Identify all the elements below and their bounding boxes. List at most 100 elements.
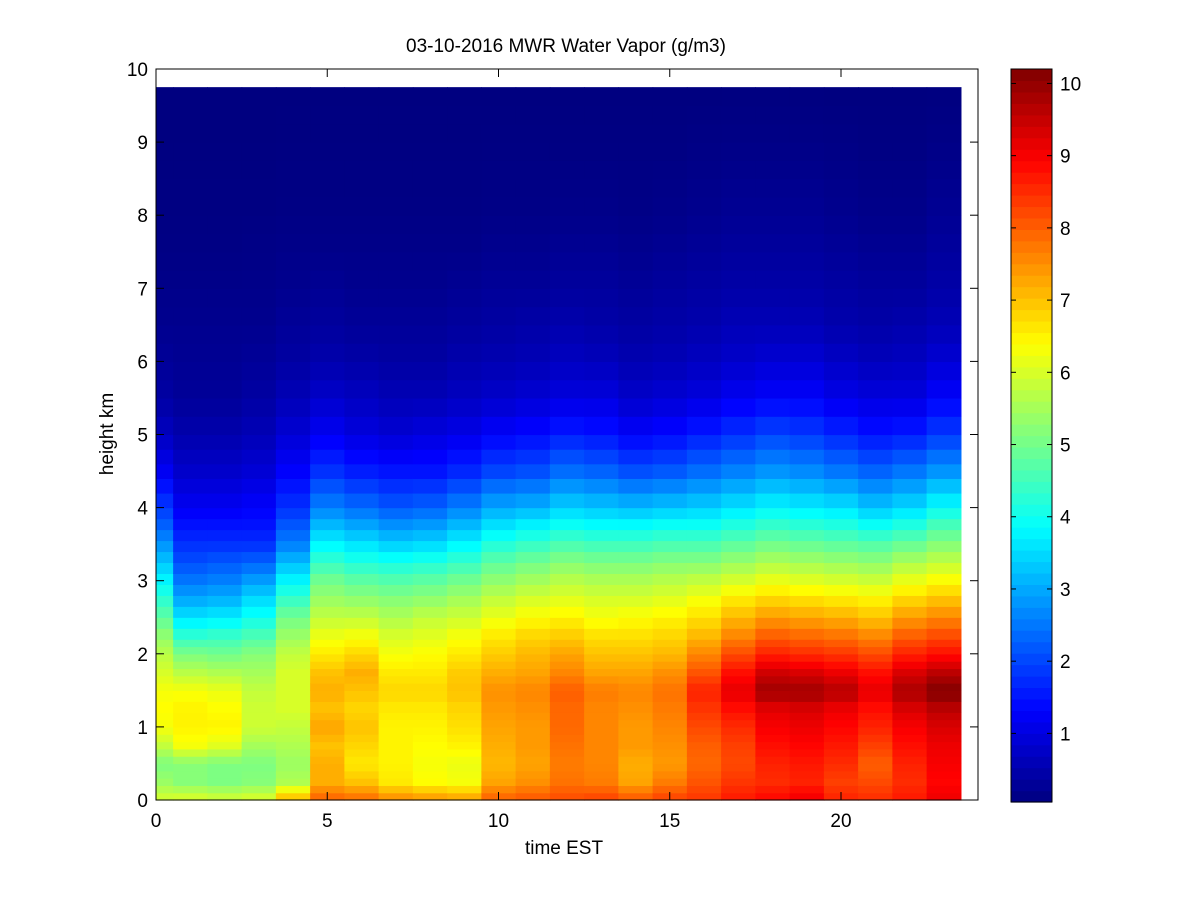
heatmap-cell bbox=[481, 628, 517, 640]
heatmap-cell bbox=[378, 233, 414, 253]
heatmap-cell bbox=[618, 756, 654, 765]
heatmap-cell bbox=[618, 617, 654, 629]
heatmap-cell bbox=[721, 142, 756, 161]
heatmap-cell bbox=[686, 683, 722, 691]
colorbar-band bbox=[1011, 355, 1052, 368]
heatmap-cell bbox=[207, 324, 243, 344]
heatmap-cell bbox=[275, 675, 311, 684]
heatmap-cell bbox=[515, 778, 551, 786]
heatmap-cell bbox=[481, 734, 517, 743]
heatmap-cell bbox=[447, 683, 482, 691]
heatmap-cell bbox=[823, 653, 859, 662]
heatmap-cell bbox=[412, 178, 448, 198]
heatmap-cell bbox=[515, 551, 551, 564]
heatmap-cell bbox=[789, 142, 825, 161]
heatmap-cell bbox=[823, 683, 859, 691]
heatmap-cell bbox=[515, 288, 551, 308]
heatmap-cell bbox=[241, 87, 277, 88]
heatmap-cell bbox=[344, 639, 380, 648]
heatmap-cell bbox=[344, 701, 380, 713]
heatmap-cell bbox=[481, 573, 517, 585]
heatmap-cell bbox=[584, 748, 619, 757]
heatmap-cell bbox=[652, 683, 688, 691]
heatmap-cell bbox=[686, 661, 722, 670]
heatmap-cell bbox=[412, 785, 448, 794]
heatmap-cell bbox=[549, 87, 585, 107]
heatmap-cell bbox=[481, 741, 517, 750]
heatmap-cell bbox=[823, 675, 859, 684]
heatmap-cell bbox=[584, 763, 619, 772]
heatmap-cell bbox=[721, 105, 756, 125]
heatmap-cell bbox=[618, 584, 654, 596]
heatmap-cell bbox=[310, 178, 345, 198]
heatmap-cell bbox=[858, 726, 893, 735]
heatmap-cell bbox=[481, 306, 517, 326]
heatmap-cell bbox=[515, 492, 551, 509]
heatmap-cell bbox=[789, 726, 825, 735]
heatmap-cell bbox=[892, 463, 928, 479]
heatmap-cell bbox=[652, 251, 688, 271]
heatmap-cell bbox=[378, 529, 414, 542]
heatmap-cell bbox=[481, 529, 517, 542]
heatmap-cell bbox=[858, 540, 893, 553]
heatmap-cell bbox=[412, 361, 448, 381]
heatmap-cell bbox=[858, 701, 893, 713]
heatmap-cell bbox=[481, 701, 517, 713]
colorbar-band bbox=[1011, 252, 1052, 265]
heatmap-cell bbox=[618, 770, 654, 779]
heatmap-cell bbox=[412, 748, 448, 757]
heatmap-cell bbox=[549, 756, 585, 765]
heatmap-cell bbox=[823, 628, 859, 640]
heatmap-cell bbox=[378, 653, 414, 662]
heatmap-cell bbox=[310, 770, 345, 779]
heatmap-cell bbox=[618, 123, 654, 143]
heatmap-cell bbox=[789, 343, 825, 363]
heatmap-cell bbox=[412, 529, 448, 542]
heatmap-cell bbox=[584, 478, 619, 494]
heatmap-cell bbox=[515, 719, 551, 728]
heatmap-cell bbox=[789, 178, 825, 198]
colorbar-band bbox=[1011, 366, 1052, 379]
heatmap-cell bbox=[926, 492, 962, 509]
heatmap-cell bbox=[275, 668, 311, 677]
heatmap-cell bbox=[344, 712, 380, 721]
heatmap-cell bbox=[481, 160, 517, 180]
heatmap-cell bbox=[156, 748, 174, 757]
heatmap-cell bbox=[789, 763, 825, 772]
heatmap-cell bbox=[686, 540, 722, 553]
heatmap-cell bbox=[310, 463, 345, 479]
heatmap-cell bbox=[926, 617, 962, 629]
heatmap-cell bbox=[584, 142, 619, 161]
heatmap-cell bbox=[789, 690, 825, 702]
heatmap-cell bbox=[858, 233, 893, 253]
heatmap-cell bbox=[173, 449, 208, 465]
heatmap-cell bbox=[618, 748, 654, 757]
heatmap-cell bbox=[344, 540, 380, 553]
heatmap-cell bbox=[652, 196, 688, 216]
heatmap-cell bbox=[892, 123, 928, 143]
colorbar-band bbox=[1011, 733, 1052, 746]
heatmap-cell bbox=[481, 233, 517, 253]
heatmap-cell bbox=[344, 584, 380, 596]
heatmap-cell bbox=[858, 606, 893, 618]
heatmap-cell bbox=[721, 507, 756, 520]
heatmap-cell bbox=[858, 434, 893, 450]
heatmap-cell bbox=[892, 748, 928, 757]
colorbar-band bbox=[1011, 446, 1052, 459]
heatmap-cell bbox=[926, 306, 962, 326]
heatmap-cell bbox=[755, 288, 791, 308]
heatmap-cell bbox=[652, 770, 688, 779]
heatmap-cell bbox=[789, 361, 825, 381]
heatmap-cell bbox=[412, 270, 448, 289]
heatmap-cell bbox=[823, 492, 859, 509]
heatmap-cell bbox=[721, 785, 756, 794]
heatmap-cell bbox=[858, 529, 893, 542]
heatmap-cell bbox=[275, 87, 311, 88]
heatmap-cell bbox=[823, 734, 859, 743]
y-tick-label: 9 bbox=[137, 133, 148, 154]
heatmap-cell bbox=[481, 478, 517, 494]
heatmap-cell bbox=[618, 675, 654, 684]
heatmap-cell bbox=[755, 233, 791, 253]
heatmap-cell bbox=[344, 628, 380, 640]
heatmap-cell bbox=[892, 160, 928, 180]
